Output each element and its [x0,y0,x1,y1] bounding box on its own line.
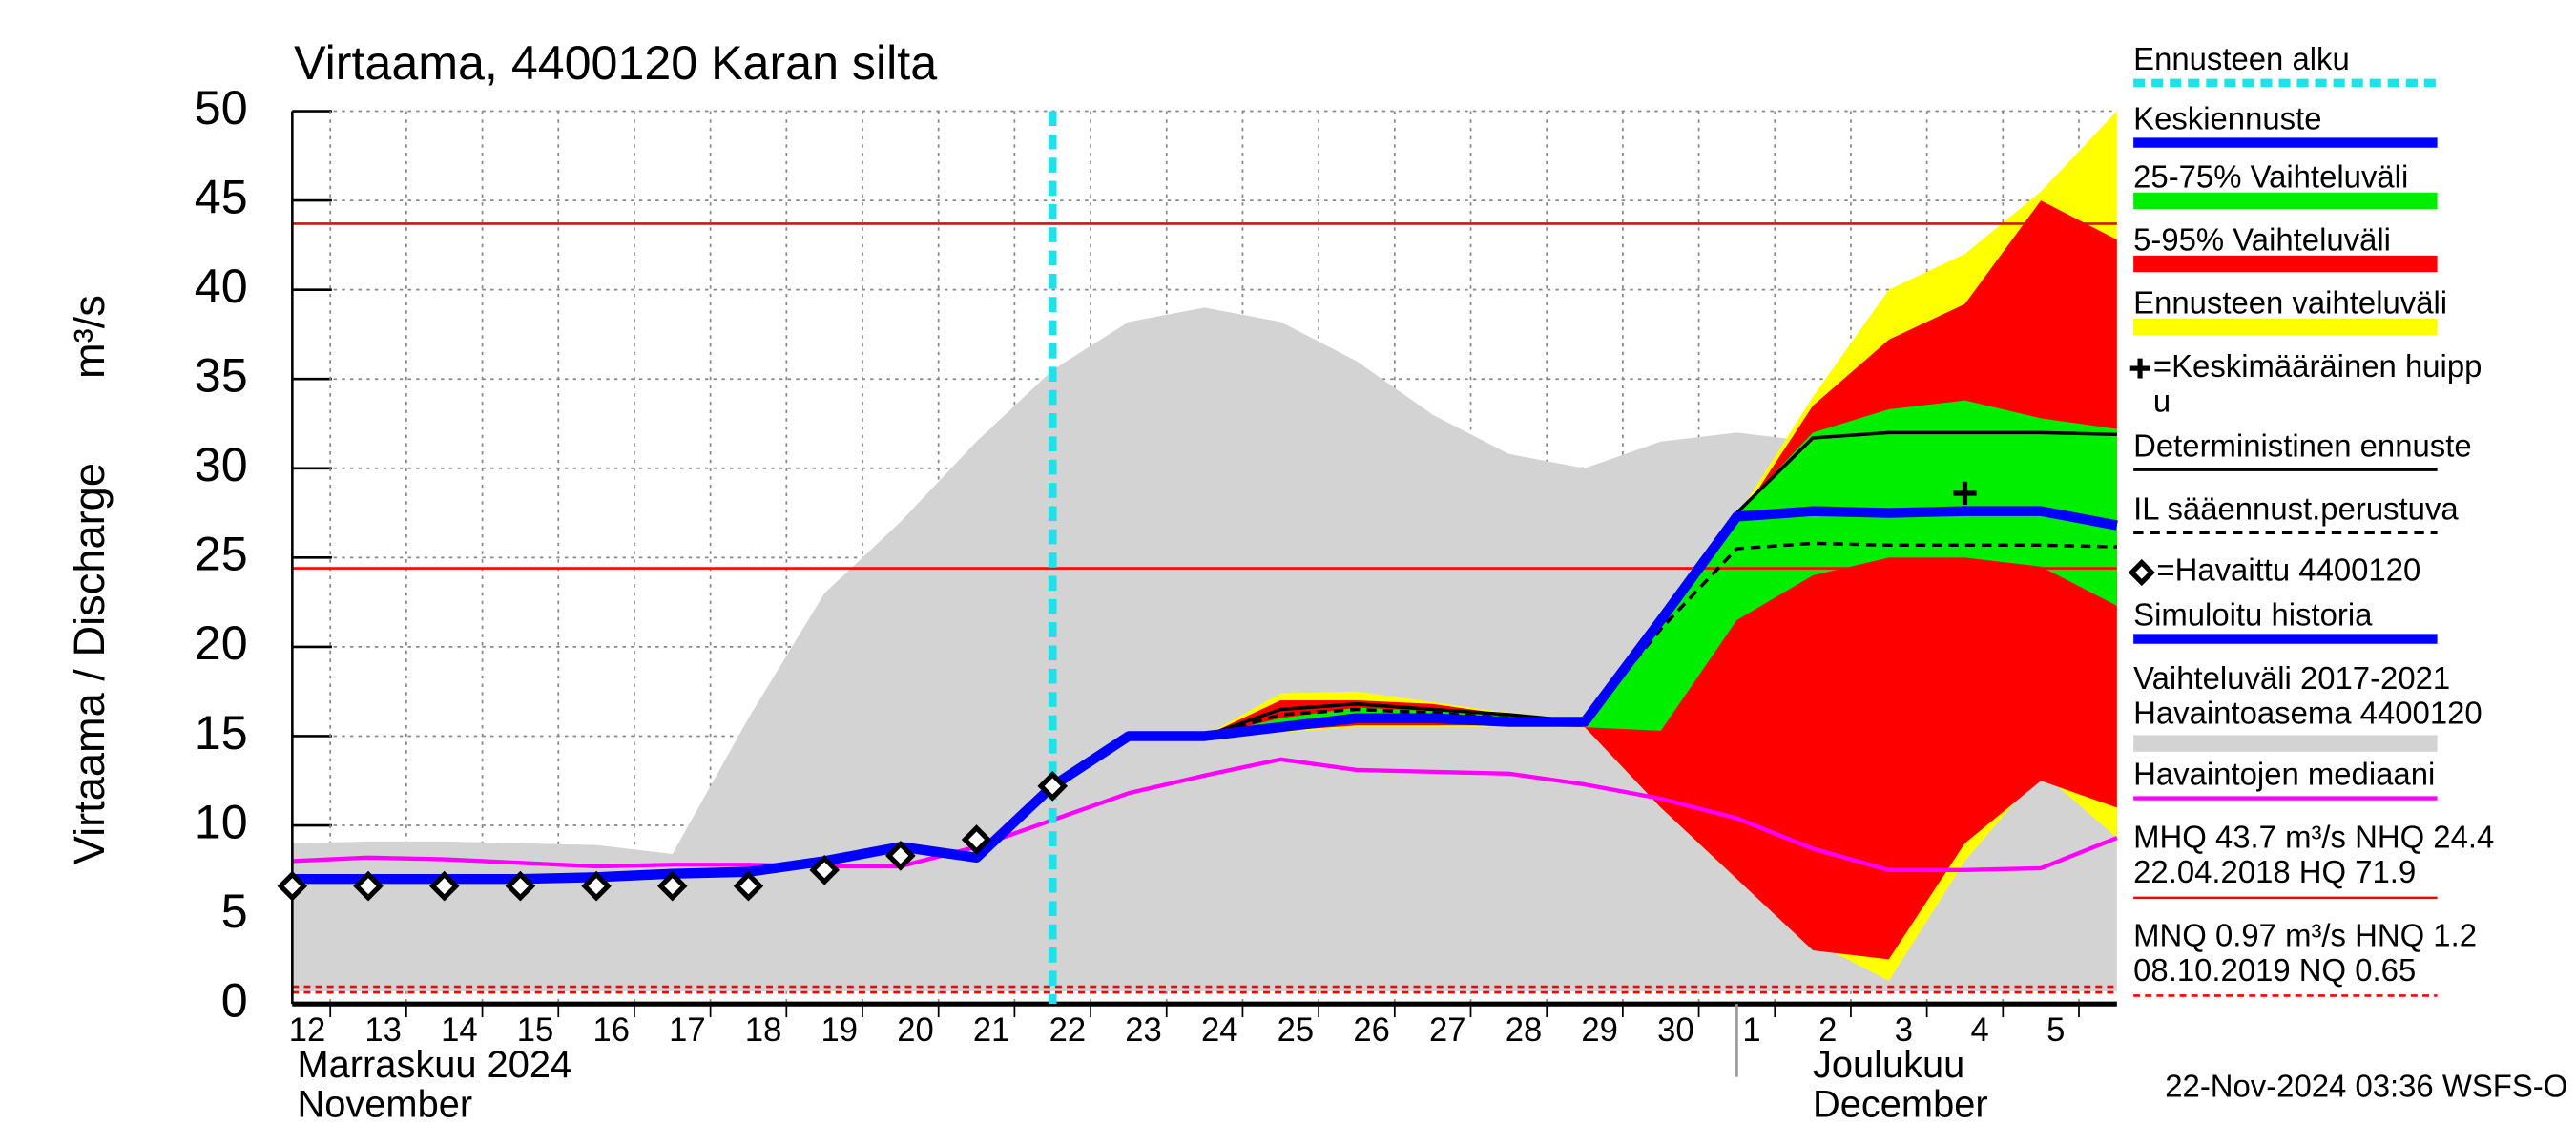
band [1204,200,2117,960]
legend-label: Havaintoasema 4400120 [2133,695,2483,730]
y-tick-label: 20 [195,615,248,670]
y-tick-label: 40 [195,259,248,313]
y-tick-label: 0 [221,972,248,1027]
timestamp: 22-Nov-2024 03:36 WSFS-O [2165,1069,2567,1104]
observation-marker [428,870,460,902]
x-tick-label: 4 [1970,1012,1988,1049]
observation-marker [1037,771,1069,802]
x-tick-label: 14 [441,1012,478,1049]
x-tick-label: 22 [1049,1012,1087,1049]
legend-label: MNQ 0.97 m³/s HNQ 1.2 [2133,917,2477,952]
observation-marker [733,870,764,902]
legend-label: Ennusteen alku [2133,41,2350,76]
y-tick-label: 50 [195,80,248,135]
observation-marker [809,854,840,885]
y-axis-unit: m³/s [65,295,114,379]
observation-marker [961,824,992,855]
observation-marker [505,870,536,902]
x-tick-label: 23 [1125,1012,1162,1049]
x-tick-label: 24 [1201,1012,1238,1049]
legend-swatch [2133,192,2438,210]
legend-swatch [2133,318,2438,336]
y-tick-label: 30 [195,437,248,491]
month-label: November [298,1083,473,1125]
month-label: Joulukuu [1813,1044,1964,1086]
legend-label: Keskiennuste [2133,101,2321,136]
legend-label: IL sääennust.perustuva [2133,490,2459,526]
x-tick-label: 3 [1895,1012,1913,1049]
x-tick-label: 13 [364,1012,402,1049]
x-tick-label: 19 [821,1012,859,1049]
legend-label: 5-95% Vaihteluväli [2133,222,2391,258]
peak-marker [1953,481,1977,506]
legend-label: Vaihteluväli 2017-2021 [2133,660,2450,696]
month-label: December [1813,1083,1988,1125]
series-line [1049,506,2118,791]
legend-swatch [2133,735,2438,752]
x-tick-label: 18 [745,1012,782,1049]
y-tick-label: 25 [195,527,248,581]
legend-marker [2128,558,2155,587]
legend-label: Simuloitu historia [2133,597,2373,633]
legend-label: Havaintojen mediaani [2133,757,2435,792]
x-tick-label: 17 [669,1012,706,1049]
x-tick-label: 1 [1742,1012,1760,1049]
observation-marker [353,870,384,902]
observation-marker [885,840,916,871]
y-tick-label: 15 [195,705,248,760]
legend-label: Deterministinen ennuste [2133,427,2472,463]
legend-marker [2129,358,2150,379]
legend-swatch [2133,255,2438,273]
x-tick-label: 27 [1429,1012,1466,1049]
legend-label: 25-75% Vaihteluväli [2133,158,2408,194]
x-tick-label: 30 [1657,1012,1694,1049]
y-axis-label: Virtaama / Discharge [65,463,114,864]
month-label: Marraskuu 2024 [298,1044,572,1086]
legend-label: u [2153,383,2171,418]
x-tick-label: 21 [973,1012,1010,1049]
x-tick-label: 26 [1353,1012,1390,1049]
x-tick-label: 5 [2046,1012,2065,1049]
x-tick-label: 12 [289,1012,326,1049]
legend-label: 08.10.2019 NQ 0.65 [2133,952,2416,988]
legend-label: Ennusteen vaihteluväli [2133,285,2447,321]
band [1204,400,2117,737]
legend-label: =Havaittu 4400120 [2156,552,2420,588]
series-line [1204,541,2117,739]
x-tick-label: 20 [897,1012,934,1049]
y-tick-label: 10 [195,794,248,848]
x-tick-label: 15 [517,1012,554,1049]
y-tick-label: 5 [221,884,248,938]
legend-label: 22.04.2018 HQ 71.9 [2133,854,2416,889]
legend-label: MHQ 43.7 m³/s NHQ 24.4 [2133,820,2494,855]
y-tick-label: 45 [195,169,248,223]
band [292,307,2117,992]
x-tick-label: 16 [592,1012,630,1049]
chart-title: Virtaama, 4400120 Karan silta [294,35,937,90]
x-tick-label: 25 [1278,1012,1315,1049]
observation-marker [581,870,612,902]
x-tick-label: 29 [1581,1012,1618,1049]
legend-label: =Keskimääräinen huipp [2153,348,2482,384]
observation-marker [656,870,688,902]
observation-marker [277,870,308,902]
x-tick-label: 28 [1506,1012,1543,1049]
series-line [292,757,2118,872]
x-tick-label: 2 [1818,1012,1837,1049]
y-tick-label: 35 [195,347,248,402]
